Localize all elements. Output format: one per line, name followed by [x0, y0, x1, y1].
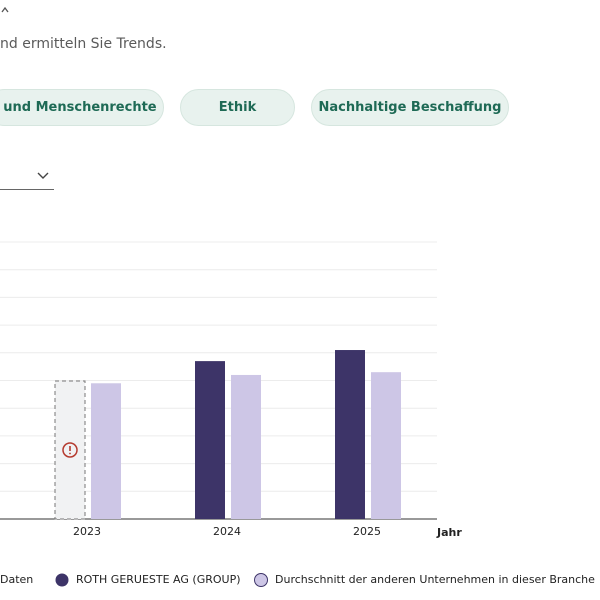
bar [335, 350, 365, 519]
bar [371, 372, 401, 519]
tab[interactable]: Nachhaltige Beschaffung [311, 89, 509, 126]
legend-label: ROTH GERUESTE AG (GROUP) [76, 573, 241, 586]
missing-data-placeholder [54, 380, 86, 520]
intro-text: nd ermitteln Sie Trends. [0, 36, 167, 52]
tab[interactable]: - und Menschenrechte [0, 89, 164, 126]
legend-swatch [254, 573, 268, 587]
x-tick-label: 2023 [73, 525, 101, 538]
x-tick-label: 2025 [353, 525, 381, 538]
dropdown[interactable] [0, 164, 54, 190]
bar [195, 361, 225, 519]
legend-label: Durchschnitt der anderen Unternehmen in … [275, 573, 595, 586]
collapse-caret[interactable] [1, 6, 9, 14]
legend-label: Daten [0, 573, 33, 586]
legend-swatch [55, 573, 69, 587]
tab[interactable]: Ethik [180, 89, 295, 126]
dropdown-chevron [37, 172, 49, 179]
bar [91, 383, 121, 519]
warning-icon [62, 442, 78, 458]
bar [231, 374, 261, 519]
warning-icon [69, 452, 71, 455]
x-axis-label: Jahr [436, 526, 462, 539]
x-tick-label: 2024 [213, 525, 241, 538]
